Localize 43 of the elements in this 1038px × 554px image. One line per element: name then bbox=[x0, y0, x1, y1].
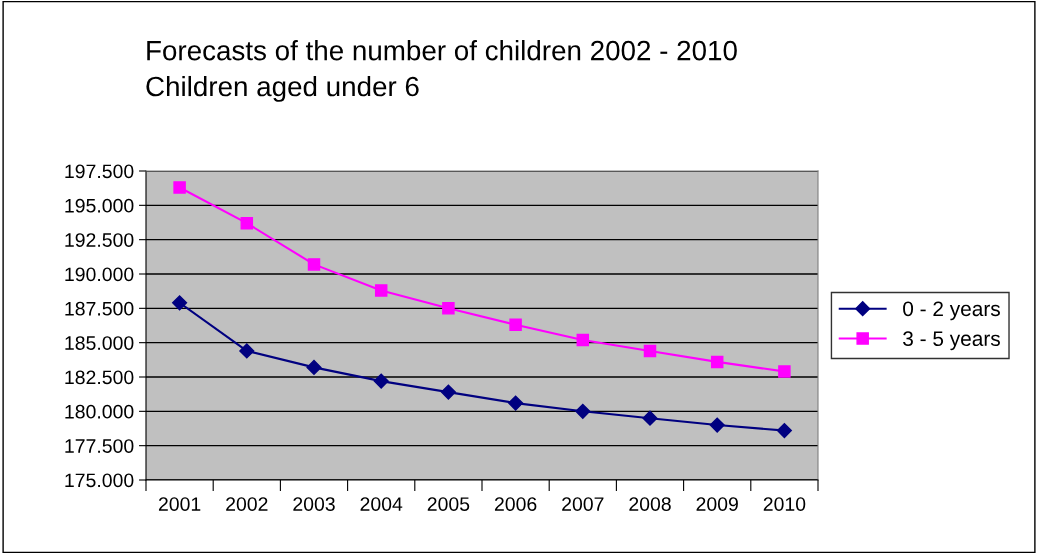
y-tick-label: 197.500 bbox=[65, 164, 134, 179]
point bbox=[776, 422, 792, 439]
y-tick-label: 182.500 bbox=[65, 370, 134, 385]
x-tick-label: 2008 bbox=[629, 497, 671, 511]
x-tick-label: 2002 bbox=[226, 497, 268, 511]
point bbox=[173, 181, 186, 194]
y-tick-label: 185.000 bbox=[65, 336, 134, 350]
y-tick-label: 175.000 bbox=[65, 473, 134, 488]
x-tick-label: 2001 bbox=[158, 497, 201, 511]
point bbox=[240, 216, 254, 230]
point bbox=[508, 395, 524, 411]
y-tick-label: 177.500 bbox=[65, 439, 134, 453]
point bbox=[509, 318, 522, 332]
point bbox=[239, 343, 255, 359]
point bbox=[440, 384, 456, 400]
point bbox=[307, 258, 321, 271]
point bbox=[778, 365, 791, 378]
point bbox=[576, 333, 590, 347]
legend-label: 3 - 5 years bbox=[903, 331, 1000, 351]
point bbox=[643, 344, 657, 358]
x-tick-label: 2009 bbox=[696, 497, 738, 511]
point bbox=[306, 359, 322, 375]
y-tick-label: 195.000 bbox=[65, 198, 134, 213]
point bbox=[442, 302, 455, 315]
x-tick-label: 2005 bbox=[427, 497, 470, 511]
x-tick-label: 2010 bbox=[763, 497, 806, 511]
point bbox=[710, 355, 724, 369]
legend-label: 0 - 2 years bbox=[903, 301, 1000, 321]
x-tick-label: 2004 bbox=[360, 497, 403, 511]
point bbox=[374, 284, 388, 297]
x-tick-label: 2007 bbox=[562, 497, 604, 511]
x-tick-label: 2003 bbox=[293, 497, 335, 511]
point bbox=[642, 410, 658, 426]
point bbox=[575, 403, 591, 419]
x-tick-label: 2006 bbox=[494, 497, 537, 511]
point bbox=[709, 417, 725, 433]
y-tick-label: 187.500 bbox=[65, 301, 134, 316]
y-tick-label: 190.000 bbox=[65, 267, 134, 282]
chart-title: Forecasts of the number of children 2002 - 2010 Children aged under 6 bbox=[146, 40, 737, 102]
y-tick-label: 192.500 bbox=[65, 233, 134, 247]
point bbox=[172, 295, 188, 311]
point bbox=[373, 373, 389, 389]
y-tick-label: 180.000 bbox=[65, 404, 134, 419]
